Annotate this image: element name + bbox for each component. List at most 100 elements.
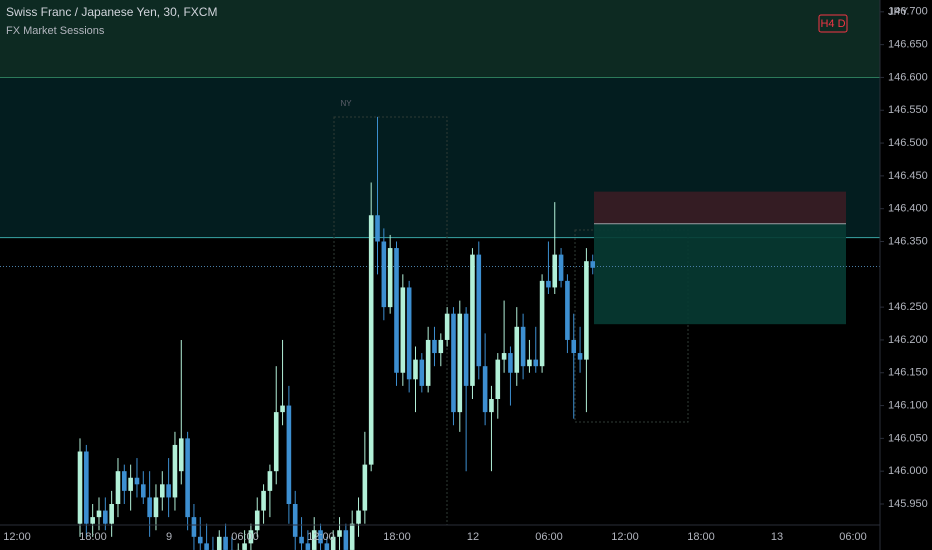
candle-body bbox=[204, 543, 209, 550]
candles bbox=[77, 116, 596, 550]
candle-body bbox=[571, 339, 577, 354]
y-tick-label: 146.000 bbox=[888, 465, 928, 477]
x-tick-label: 13 bbox=[771, 531, 783, 543]
candle-body bbox=[419, 359, 425, 386]
candle-body bbox=[476, 254, 482, 367]
y-tick-label: 145.950 bbox=[888, 498, 928, 510]
y-tick-label: 146.100 bbox=[888, 399, 928, 411]
candle-body bbox=[248, 530, 254, 544]
candle-body bbox=[349, 523, 355, 550]
candle-body bbox=[122, 471, 127, 491]
x-tick-label: 18:00 bbox=[687, 531, 715, 543]
candle-body bbox=[406, 287, 412, 380]
candle-body bbox=[109, 504, 114, 524]
y-tick-label: 146.200 bbox=[888, 334, 928, 346]
y-tick-label: 146.350 bbox=[888, 235, 928, 247]
candle-body bbox=[96, 510, 102, 518]
currency: JPY bbox=[888, 6, 909, 18]
candle-body bbox=[84, 451, 89, 524]
y-tick-label: 146.400 bbox=[888, 203, 928, 215]
stop-zone bbox=[594, 191, 846, 224]
candle-body bbox=[527, 359, 532, 367]
candle-body bbox=[115, 471, 121, 504]
x-tick-label: 12:00 bbox=[307, 531, 335, 543]
candle-body bbox=[166, 484, 171, 498]
candle-body bbox=[508, 353, 513, 373]
candle-body bbox=[394, 248, 399, 373]
candle-body bbox=[267, 471, 273, 491]
candle-body bbox=[153, 497, 159, 518]
candle-body bbox=[299, 536, 304, 544]
candle-body bbox=[159, 484, 165, 498]
candle-body bbox=[330, 536, 336, 550]
y-tick-label: 146.150 bbox=[888, 367, 928, 379]
candle-body bbox=[375, 215, 380, 242]
candle-body bbox=[552, 254, 558, 288]
candle-body bbox=[216, 536, 222, 550]
candle-body bbox=[457, 313, 463, 413]
candle-body bbox=[489, 399, 494, 413]
candle-body bbox=[558, 254, 564, 281]
candle-body bbox=[103, 510, 108, 524]
candle-body bbox=[482, 366, 488, 413]
y-tick-label: 146.050 bbox=[888, 432, 928, 444]
candle-body bbox=[584, 261, 589, 360]
candle-body bbox=[337, 530, 342, 537]
candle-body bbox=[400, 287, 406, 373]
candle-body bbox=[242, 543, 247, 550]
candle-body bbox=[381, 241, 387, 308]
y-tick-label: 146.500 bbox=[888, 137, 928, 149]
y-tick-label: 146.650 bbox=[888, 39, 928, 51]
candle-body bbox=[197, 536, 203, 544]
candle-body bbox=[514, 326, 520, 373]
indicator-name: FX Market Sessions bbox=[6, 25, 105, 37]
y-tick-label: 146.700 bbox=[888, 6, 928, 18]
candle-body bbox=[451, 313, 456, 413]
candle-body bbox=[425, 339, 431, 386]
x-tick-label: 12:00 bbox=[611, 531, 639, 543]
candle-body bbox=[185, 438, 190, 518]
y-tick-label: 146.600 bbox=[888, 71, 928, 83]
candle-body bbox=[286, 405, 292, 504]
candle-body bbox=[368, 215, 374, 465]
x-tick-label: 06:00 bbox=[839, 531, 867, 543]
y-tick-label: 146.450 bbox=[888, 170, 928, 182]
candle-body bbox=[533, 359, 539, 367]
target-zone bbox=[594, 223, 846, 325]
x-tick-label: 06:00 bbox=[231, 531, 259, 543]
badge-box bbox=[818, 14, 848, 33]
candle-body bbox=[577, 353, 583, 360]
x-tick-label: 12:00 bbox=[3, 531, 31, 543]
candle-body bbox=[444, 313, 450, 340]
candle-body bbox=[191, 517, 197, 537]
candle-body bbox=[178, 438, 184, 472]
candle-body bbox=[77, 451, 83, 524]
candle-body bbox=[273, 412, 279, 472]
candle-body bbox=[356, 510, 361, 524]
candle-body bbox=[318, 530, 323, 544]
candle-body bbox=[463, 313, 469, 386]
x-tick-label: 9 bbox=[166, 531, 172, 543]
candle-body bbox=[413, 359, 418, 380]
candle-body bbox=[539, 280, 545, 367]
candle-body bbox=[438, 339, 444, 354]
candle-body bbox=[147, 497, 152, 518]
candle-body bbox=[311, 530, 317, 550]
x-tick-label: 12 bbox=[467, 531, 479, 543]
candle-body bbox=[343, 530, 349, 550]
candle-body bbox=[590, 261, 596, 268]
candle-body bbox=[134, 477, 140, 485]
candle-body bbox=[387, 248, 393, 308]
background bbox=[0, 0, 880, 526]
candle-body bbox=[254, 510, 260, 531]
candle-body bbox=[292, 504, 298, 537]
x-tick-label: 06:00 bbox=[535, 531, 563, 543]
axis: 146.700 146.650 146.600 146.550 146.500 146.4… bbox=[3, 6, 928, 543]
candle-body bbox=[90, 517, 95, 524]
candle-body bbox=[501, 353, 507, 360]
candle-body bbox=[172, 444, 178, 498]
candle-body bbox=[432, 339, 437, 354]
x-tick-label: 18:00 bbox=[79, 531, 107, 543]
price-axis bbox=[880, 0, 932, 550]
